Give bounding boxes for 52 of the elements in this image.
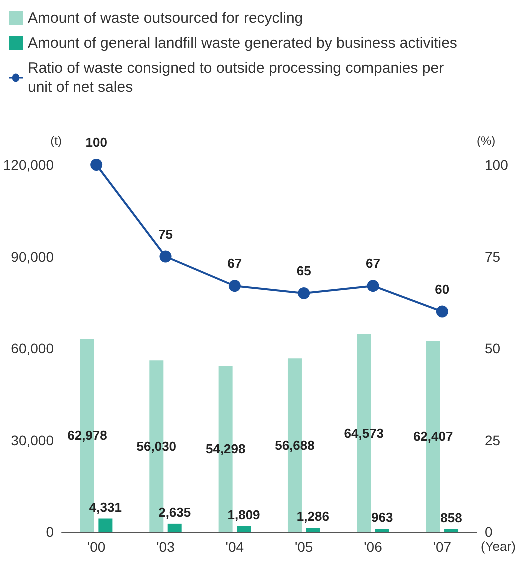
legend-label: Amount of waste outsourced for recycling [28,10,304,27]
x-tick-label: '07 [433,539,452,555]
y-tick-label: 0 [46,524,54,540]
y-tick-label: 60,000 [11,340,54,356]
y2-axis-title: (%) [477,134,496,148]
bar [98,518,113,532]
y2-tick-label: 50 [485,340,501,356]
data-label: 858 [440,510,462,526]
x-tick-label: '05 [294,539,314,555]
data-label: 2,635 [158,504,192,520]
data-label: 56,688 [275,438,315,453]
data-label: 4,331 [89,500,122,515]
data-label: 67 [228,256,242,272]
point [228,280,241,292]
data-label: 62,978 [68,428,108,444]
point [436,306,448,318]
point [160,250,172,263]
data-label: 54,298 [206,441,246,456]
data-label: 64,573 [344,426,384,441]
bar [168,524,182,532]
y-tick-label: 90,000 [11,248,54,265]
y2-tick-label: 25 [485,432,501,448]
x-tick-label: '00 [87,539,106,555]
x-tick-label: '06 [364,539,383,555]
bar [375,529,390,532]
data-label: 60 [435,282,450,297]
y2-tick-label: 100 [485,157,509,173]
bar [444,529,459,532]
data-label: 1,809 [228,507,260,522]
point [90,159,103,171]
bar [237,526,252,532]
y-tick-label: 30,000 [11,432,54,448]
data-label: 65 [296,263,312,278]
point [367,280,380,292]
data-label: 1,286 [296,509,330,524]
bar [306,528,320,532]
x-tick-label: '03 [156,539,176,555]
data-label: 963 [372,510,394,526]
data-label: 62,407 [413,429,454,444]
y2-tick-label: 75 [485,248,501,265]
x-axis-title: (Year) [481,539,516,554]
point [298,287,310,300]
y-axis-title: (t) [50,134,62,148]
data-label: 75 [158,226,173,242]
data-label: 56,030 [136,438,177,454]
legend-label: Ratio of waste consigned to outside processing companies per unit of net sales [28,60,448,96]
x-tick-label: '04 [226,539,244,555]
y2-tick-label: 0 [485,524,493,540]
legend-label: Amount of general landfill waste generated by business activities [28,35,458,52]
data-label: 100 [86,135,108,150]
y-tick-label: 120,000 [3,157,54,173]
data-label: 67 [366,256,380,272]
